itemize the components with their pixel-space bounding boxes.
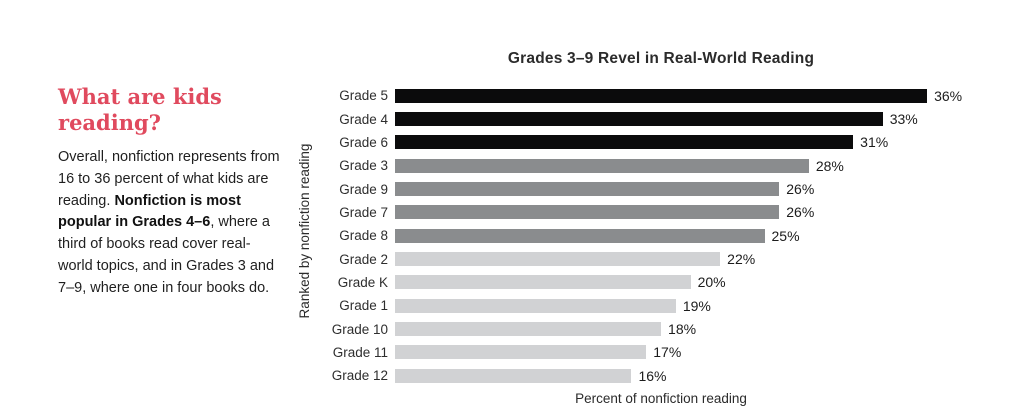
bar-row: Grade K 20% [312, 271, 1012, 294]
category-label: Grade 8 [339, 228, 388, 244]
bar [395, 368, 632, 383]
sidebar-heading: What are kids reading? [58, 84, 222, 135]
value-label: 26% [786, 204, 815, 221]
x-axis-label: Percent of nonfiction reading [575, 391, 747, 406]
category-label: Grade 9 [339, 181, 388, 197]
bar [395, 252, 721, 267]
bar-row: Grade 3 28% [312, 154, 1012, 177]
value-label: 16% [638, 367, 667, 384]
bar [395, 182, 780, 197]
value-label: 31% [860, 134, 889, 151]
bar-row: Grade 1 19% [312, 294, 1012, 317]
bar-chart-rows: Grade 5 36% Grade 4 33% Grade 6 31% Grade 3 28%… [312, 84, 1012, 387]
value-label: 33% [889, 111, 918, 128]
category-label: Grade 11 [332, 344, 388, 360]
value-label: 36% [934, 87, 963, 104]
bar [395, 228, 765, 243]
value-label: 26% [786, 181, 815, 198]
bar [395, 345, 647, 360]
bar [395, 158, 809, 173]
bar-row: Grade 7 26% [312, 201, 1012, 224]
bar-row: Grade 10 18% [312, 317, 1012, 340]
bar-row: Grade 12 16% [312, 364, 1012, 387]
bar [395, 322, 662, 337]
sidebar-text-block: What are kids reading? Overall, nonficti… [58, 84, 280, 300]
bar-row: Grade 6 31% [312, 131, 1012, 154]
bar [395, 275, 691, 290]
bar [395, 88, 928, 103]
category-label: Grade 10 [331, 321, 388, 337]
bar-row: Grade 8 25% [312, 224, 1012, 247]
value-label: 22% [727, 251, 756, 268]
sidebar-body-text-after: , where a third of books read cover real… [58, 214, 275, 296]
sidebar-body-bold-text: Nonfiction is most popular in Grades 4–6 [58, 192, 241, 231]
category-label: Grade K [337, 274, 388, 290]
bar-row: Grade 11 17% [312, 341, 1012, 364]
sidebar-body: Overall, nonfiction represents from 16 t… [58, 147, 280, 300]
value-label: 25% [771, 227, 800, 244]
category-label: Grade 12 [331, 368, 388, 384]
chart-title: Grades 3–9 Revel in Real-World Reading [507, 50, 815, 67]
value-label: 19% [682, 297, 711, 314]
bar-row: Grade 4 33% [312, 107, 1012, 130]
value-label: 28% [815, 157, 844, 174]
category-label: Grade 6 [339, 134, 388, 150]
category-label: Grade 3 [339, 158, 388, 174]
bar-row: Grade 5 36% [312, 84, 1012, 107]
sidebar-body-text: Overall, nonfiction represents from 16 t… [58, 149, 280, 209]
category-label: Grade 2 [339, 251, 388, 267]
bar [395, 205, 780, 220]
bar [395, 298, 676, 313]
category-label: Grade 5 [339, 88, 388, 104]
value-label: 17% [653, 344, 682, 361]
category-label: Grade 1 [339, 298, 388, 314]
category-label: Grade 7 [339, 204, 388, 220]
value-label: 20% [697, 274, 726, 291]
bar-row: Grade 9 26% [312, 177, 1012, 200]
bar [395, 112, 883, 127]
bar [395, 135, 854, 150]
value-label: 18% [668, 321, 697, 338]
bar-row: Grade 2 22% [312, 247, 1012, 270]
category-label: Grade 4 [339, 111, 388, 127]
